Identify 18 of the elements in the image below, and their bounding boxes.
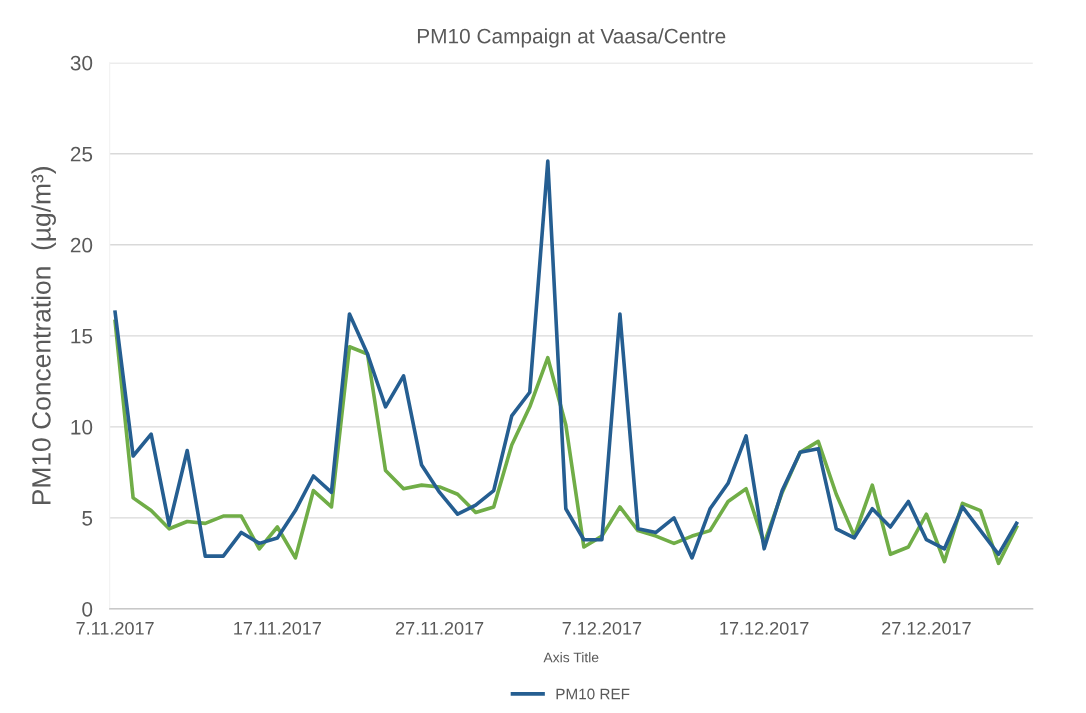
y-tick-label: 25: [70, 146, 93, 162]
y-axis-title: PM10 Concentration (µg/m³): [31, 167, 56, 505]
x-tick-label: 7.11.2017: [76, 621, 154, 635]
y-tick-label: 0: [82, 601, 93, 617]
line-series: [113, 159, 1019, 560]
y-tick-label: 10: [71, 419, 93, 435]
chart-title: PM10 Campaign at Vaasa/Centre: [417, 28, 726, 48]
x-axis-title: Axis Title: [543, 652, 599, 663]
y-tick-label: 20: [70, 237, 93, 253]
y-tick-label: 5: [82, 511, 93, 526]
x-tick-label: 27.12.2017: [882, 621, 971, 635]
y-tick-label: 30: [70, 55, 93, 71]
x-tick-label: 17.12.2017: [720, 621, 809, 635]
x-tick-label: 27.11.2017: [396, 621, 484, 635]
x-tick-label: 7.12.2017: [562, 621, 642, 635]
x-tick-label: 17.11.2017: [234, 621, 321, 635]
legend-label: PM10 REF: [556, 688, 630, 700]
y-tick-label: 15: [71, 329, 93, 344]
